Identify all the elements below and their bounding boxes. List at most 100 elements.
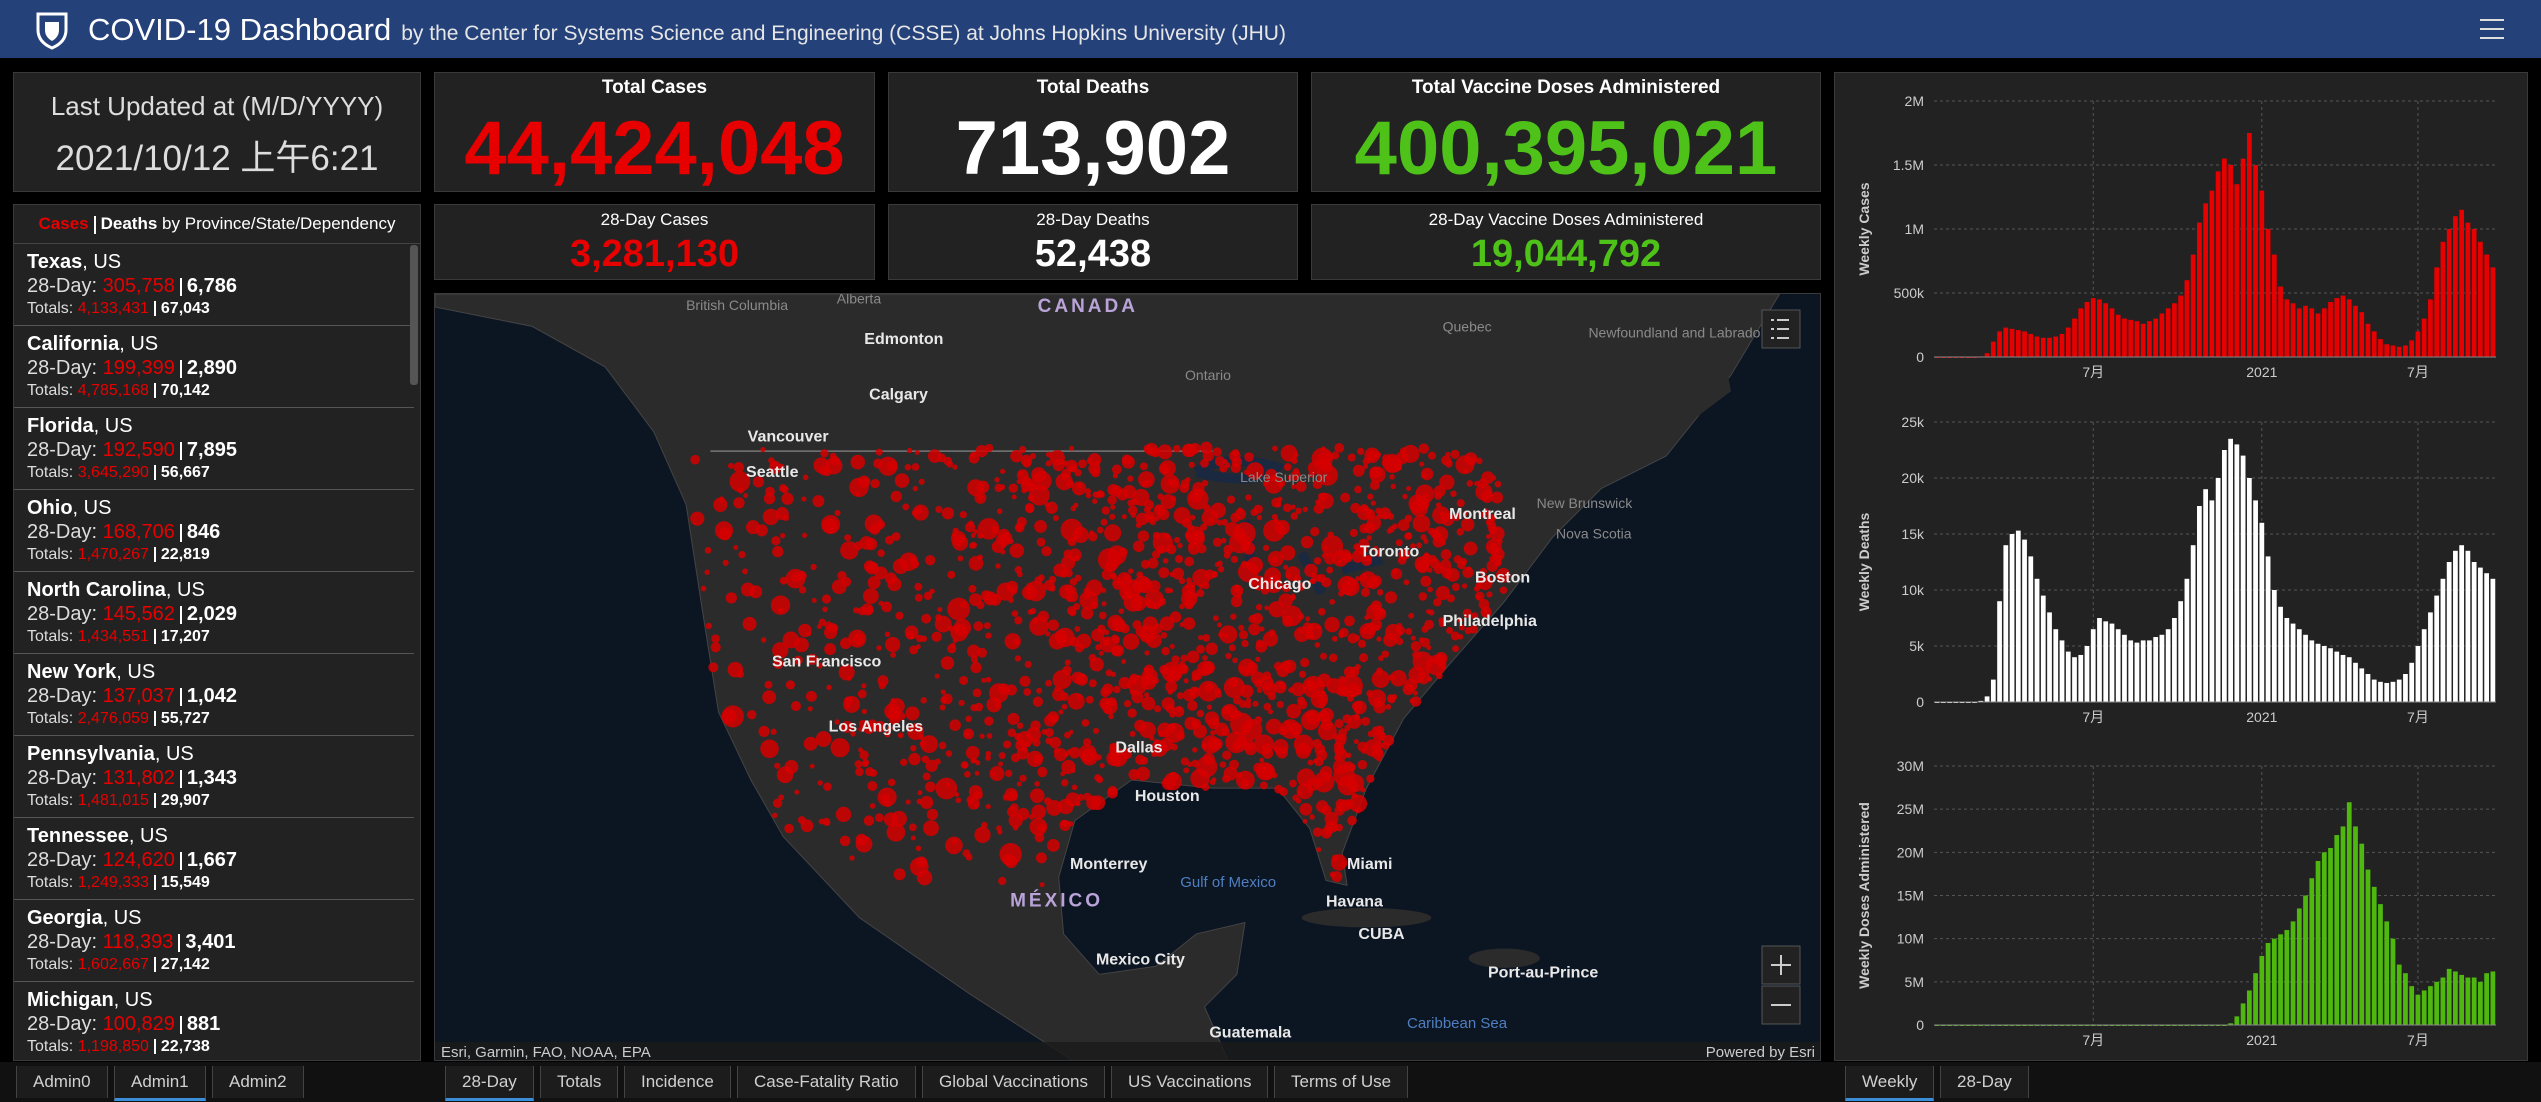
bar[interactable]: [2365, 674, 2371, 702]
case-dot[interactable]: [1222, 750, 1232, 760]
case-dot[interactable]: [1405, 628, 1413, 635]
case-dot[interactable]: [1283, 564, 1289, 570]
case-dot[interactable]: [1096, 776, 1104, 784]
case-dot[interactable]: [977, 554, 983, 561]
case-dot[interactable]: [1118, 608, 1125, 614]
case-dot[interactable]: [1121, 594, 1127, 600]
case-dot[interactable]: [1300, 710, 1321, 731]
case-dot[interactable]: [965, 715, 972, 723]
bar[interactable]: [2159, 634, 2165, 702]
case-dot[interactable]: [1067, 537, 1077, 547]
case-dot[interactable]: [973, 621, 984, 632]
case-dot[interactable]: [1074, 643, 1084, 653]
case-dot[interactable]: [1118, 676, 1131, 690]
case-dot[interactable]: [905, 631, 915, 640]
case-dot[interactable]: [1000, 549, 1006, 555]
case-dot[interactable]: [1410, 498, 1429, 517]
case-dot[interactable]: [1271, 497, 1282, 508]
case-dot[interactable]: [968, 785, 983, 799]
case-dot[interactable]: [1147, 634, 1154, 641]
bar[interactable]: [2328, 301, 2333, 357]
bar[interactable]: [2246, 990, 2252, 1025]
case-dot[interactable]: [1169, 611, 1182, 623]
case-dot[interactable]: [1269, 474, 1277, 482]
bar[interactable]: [2284, 930, 2290, 1025]
bar[interactable]: [2234, 444, 2240, 702]
list-row[interactable]: Tennessee, US 28-Day: 124,620 1,667 Totals:…: [14, 818, 414, 900]
case-dot[interactable]: [1032, 618, 1039, 625]
case-dot[interactable]: [844, 534, 852, 542]
case-dot[interactable]: [1386, 694, 1396, 703]
bar[interactable]: [2259, 522, 2265, 702]
case-dot[interactable]: [1463, 541, 1478, 556]
bar[interactable]: [2228, 1023, 2233, 1025]
case-dot[interactable]: [1122, 574, 1131, 582]
case-dot[interactable]: [1034, 781, 1040, 787]
case-dot[interactable]: [1007, 538, 1014, 545]
case-dot[interactable]: [935, 505, 943, 513]
scrollbar[interactable]: [410, 245, 418, 385]
bar[interactable]: [2315, 313, 2321, 357]
case-dot[interactable]: [1060, 819, 1067, 827]
case-dot[interactable]: [1019, 675, 1031, 687]
case-dot[interactable]: [1055, 627, 1075, 648]
bar[interactable]: [2053, 629, 2059, 702]
case-dot[interactable]: [1351, 700, 1363, 712]
case-dot[interactable]: [1152, 532, 1173, 553]
case-dot[interactable]: [1073, 502, 1079, 508]
case-dot[interactable]: [1385, 456, 1402, 473]
bar[interactable]: [2265, 556, 2271, 702]
case-dot[interactable]: [1132, 540, 1145, 553]
bar[interactable]: [2353, 662, 2358, 702]
case-dot[interactable]: [929, 588, 935, 594]
case-dot[interactable]: [1216, 622, 1223, 628]
bar[interactable]: [2421, 629, 2427, 702]
case-dot[interactable]: [984, 716, 994, 726]
case-dot[interactable]: [1103, 638, 1111, 646]
case-dot[interactable]: [859, 750, 869, 760]
case-dot[interactable]: [1058, 798, 1074, 815]
case-dot[interactable]: [1232, 709, 1242, 719]
case-dot[interactable]: [1110, 573, 1118, 580]
case-dot[interactable]: [1321, 553, 1328, 559]
case-dot[interactable]: [958, 699, 965, 707]
case-dot[interactable]: [870, 478, 880, 489]
case-dot[interactable]: [1061, 468, 1071, 479]
case-dot[interactable]: [1075, 672, 1087, 685]
case-dot[interactable]: [1412, 650, 1421, 660]
case-dot[interactable]: [969, 593, 982, 607]
case-dot[interactable]: [1259, 757, 1265, 763]
case-dot[interactable]: [855, 833, 868, 846]
case-dot[interactable]: [990, 771, 997, 777]
bar[interactable]: [2165, 308, 2171, 357]
bar[interactable]: [2340, 826, 2346, 1025]
case-dot[interactable]: [1461, 583, 1468, 589]
case-dot[interactable]: [1023, 688, 1032, 696]
case-dot[interactable]: [1418, 637, 1425, 643]
bar[interactable]: [2490, 971, 2496, 1025]
case-dot[interactable]: [878, 681, 886, 690]
case-dot[interactable]: [771, 536, 781, 546]
tab[interactable]: Totals: [540, 1066, 619, 1098]
case-dot[interactable]: [1289, 779, 1297, 788]
case-dot[interactable]: [824, 819, 831, 826]
case-dot[interactable]: [1440, 512, 1455, 526]
case-dot[interactable]: [1222, 774, 1231, 783]
case-dot[interactable]: [718, 527, 732, 541]
bar[interactable]: [2421, 990, 2427, 1025]
case-dot[interactable]: [886, 725, 893, 732]
case-dot[interactable]: [1095, 644, 1102, 651]
bar[interactable]: [2271, 590, 2277, 702]
case-dot[interactable]: [1024, 660, 1032, 668]
case-dot[interactable]: [1177, 542, 1183, 549]
bar[interactable]: [2034, 336, 2040, 357]
bar[interactable]: [2415, 331, 2421, 357]
case-dot[interactable]: [1202, 655, 1208, 661]
bar[interactable]: [2284, 299, 2290, 357]
case-dot[interactable]: [1369, 466, 1382, 479]
case-dot[interactable]: [1088, 653, 1097, 662]
bar[interactable]: [2065, 651, 2071, 702]
case-dot[interactable]: [1475, 483, 1493, 501]
case-dot[interactable]: [1109, 743, 1117, 751]
case-dot[interactable]: [1014, 655, 1022, 662]
